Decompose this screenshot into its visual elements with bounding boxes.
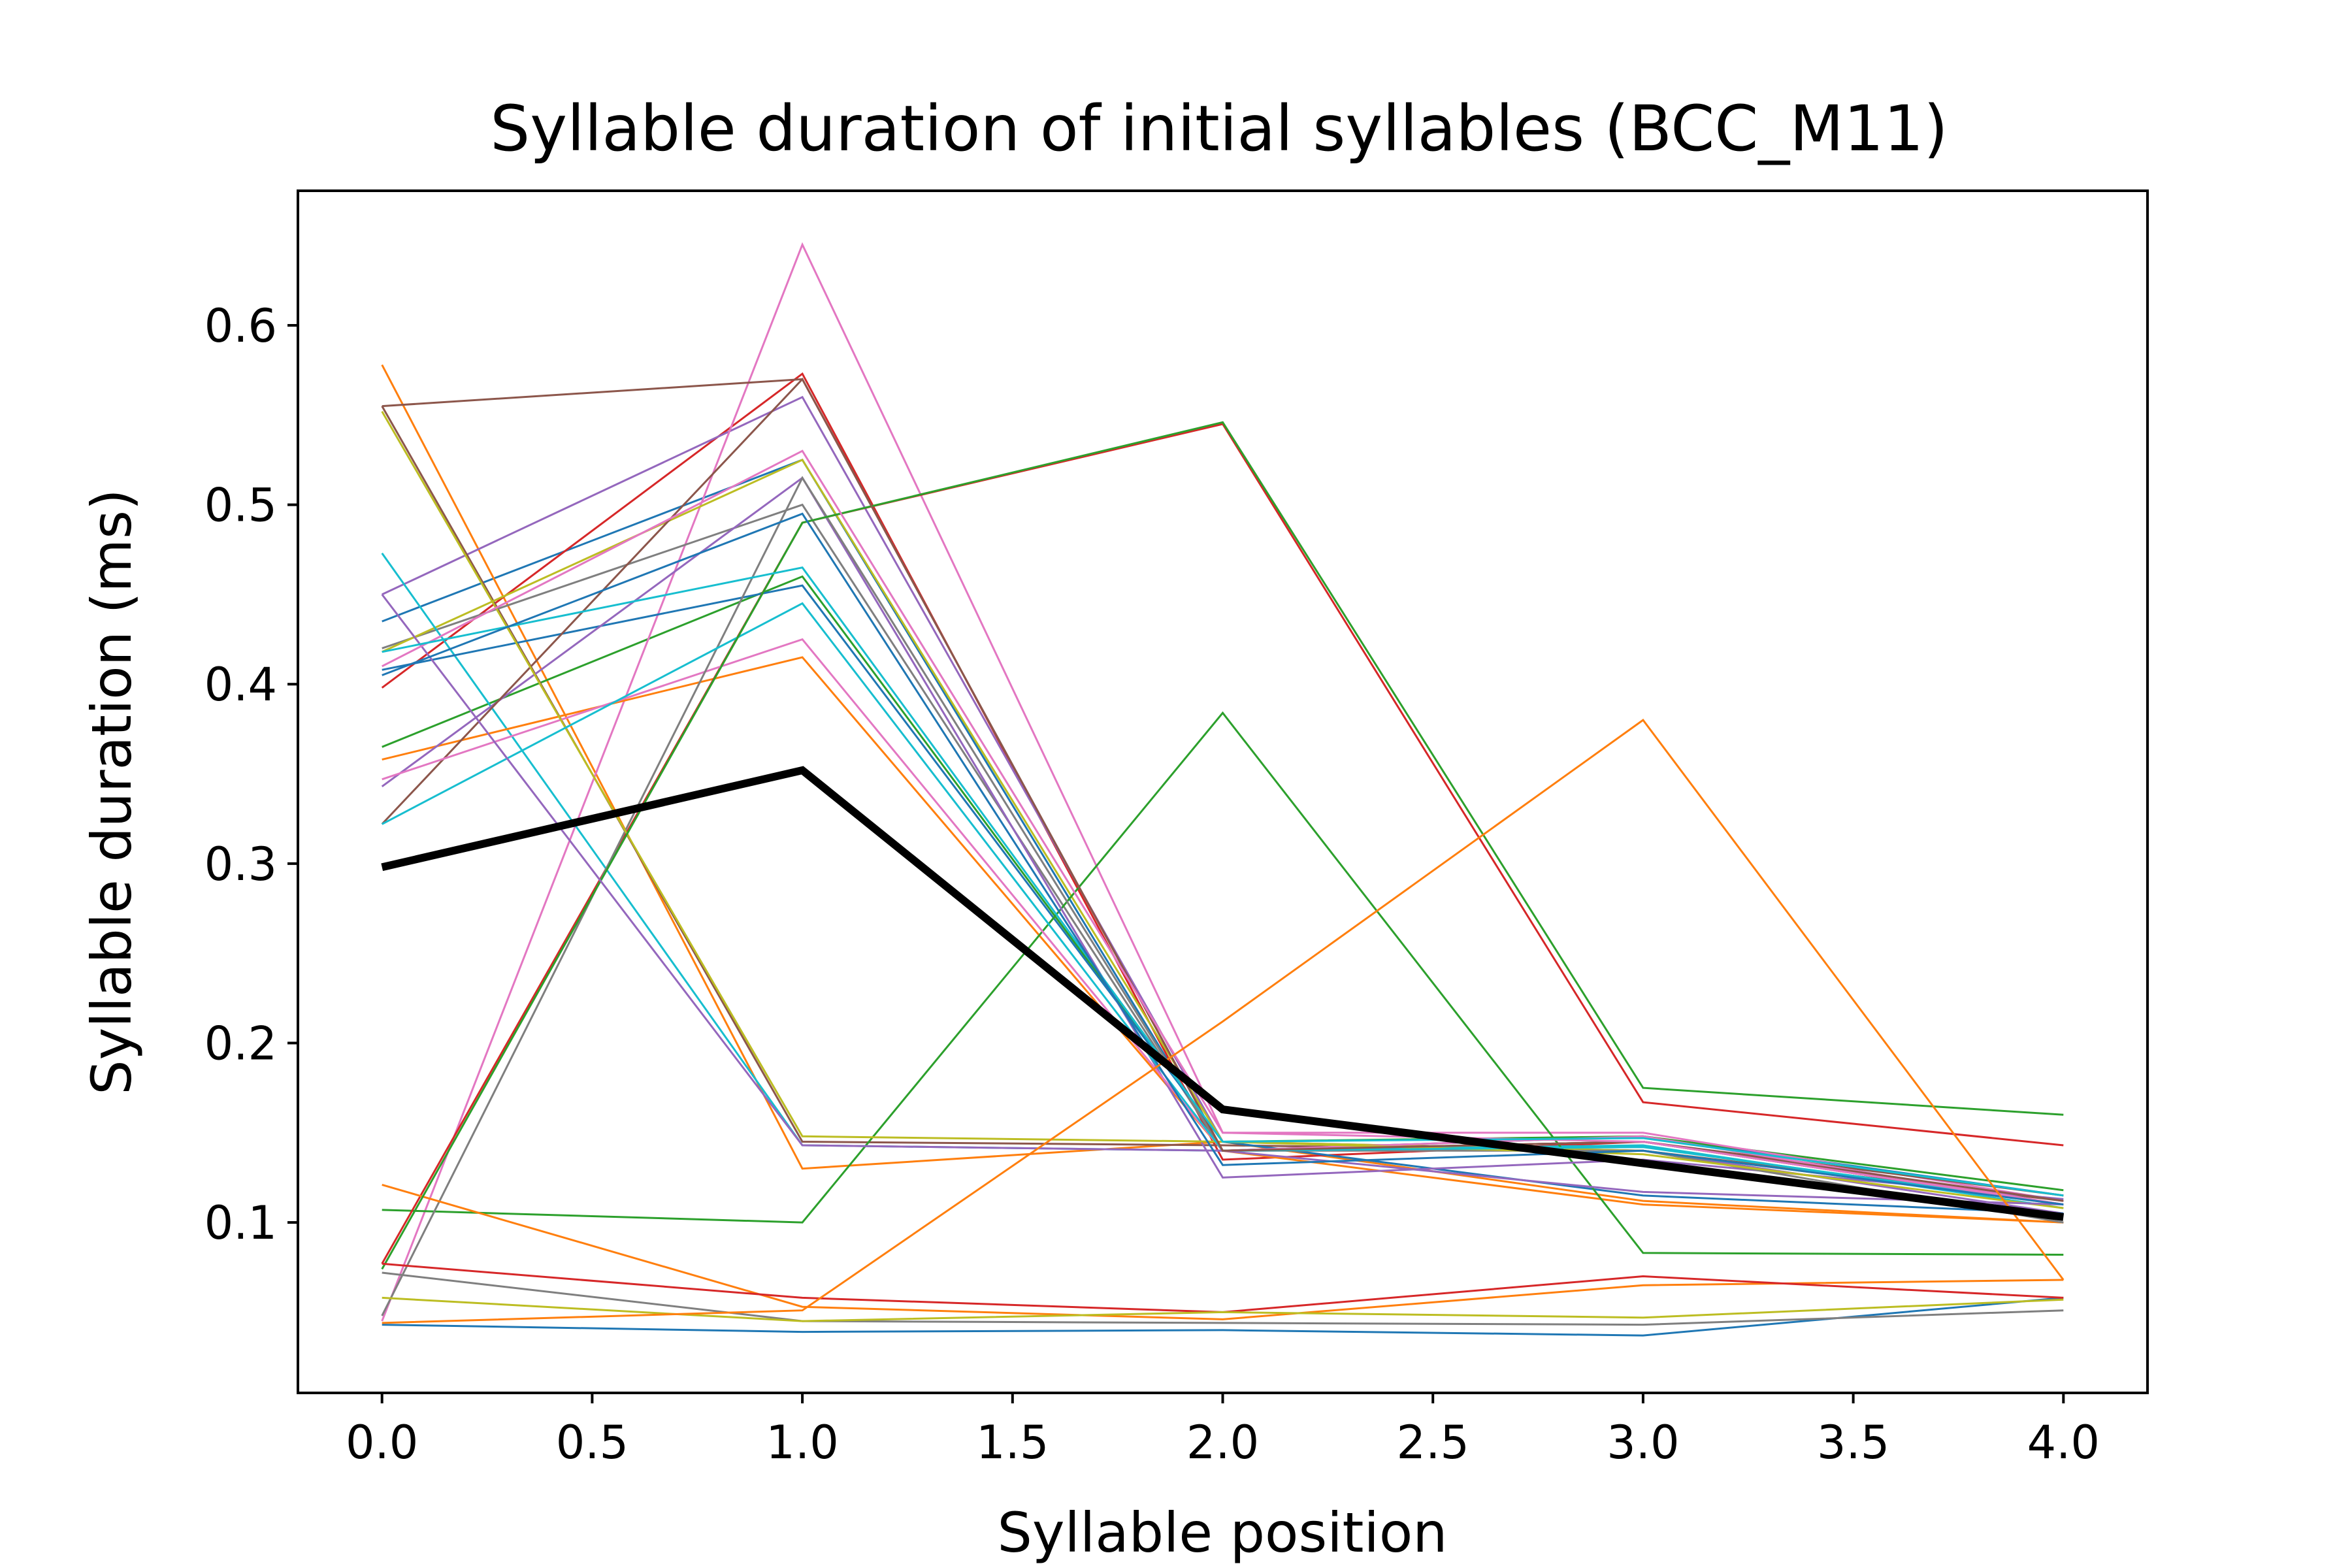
plot-lines (381, 242, 2065, 1337)
series-line (382, 512, 2064, 1206)
series-line (382, 719, 2065, 1324)
x-tick-label: 1.5 (976, 1416, 1049, 1469)
series-line (382, 1296, 2064, 1337)
x-tick-label: 0.5 (556, 1416, 629, 1469)
series-line (382, 711, 2064, 1256)
series-line (382, 378, 2064, 1202)
y-tick-label: 0.5 (204, 479, 277, 532)
series-line (382, 566, 2064, 1197)
y-tick-label: 0.6 (204, 299, 277, 353)
series-line (382, 1296, 2064, 1322)
x-axis: 0.0 0.5 1.0 1.5 2.0 2.5 3.0 3.5 4.0 (346, 1393, 2100, 1469)
series-line (382, 449, 2064, 1206)
series-line (381, 421, 2064, 1270)
y-tick-label: 0.2 (204, 1017, 277, 1070)
x-tick-label: 0.0 (346, 1416, 418, 1469)
y-axis-label: Syllable duration (ms) (80, 489, 144, 1095)
x-axis-label: Syllable position (998, 1501, 1448, 1565)
x-tick-label: 1.0 (766, 1416, 838, 1469)
x-tick-label: 3.0 (1607, 1416, 1679, 1469)
chart-title: Syllable duration of initial syllables (… (490, 92, 1948, 165)
y-axis: 0.1 0.2 0.3 0.4 0.5 0.6 (204, 299, 298, 1250)
x-tick-label: 2.0 (1186, 1416, 1259, 1469)
y-tick-label: 0.3 (204, 838, 277, 891)
series-line (382, 1271, 2064, 1326)
y-tick-label: 0.1 (204, 1196, 277, 1250)
x-tick-label: 3.5 (1817, 1416, 1889, 1469)
x-tick-label: 2.5 (1397, 1416, 1469, 1469)
y-tick-label: 0.4 (204, 658, 277, 711)
series-line-mean (381, 766, 2065, 1221)
x-tick-label: 4.0 (2027, 1416, 2100, 1469)
